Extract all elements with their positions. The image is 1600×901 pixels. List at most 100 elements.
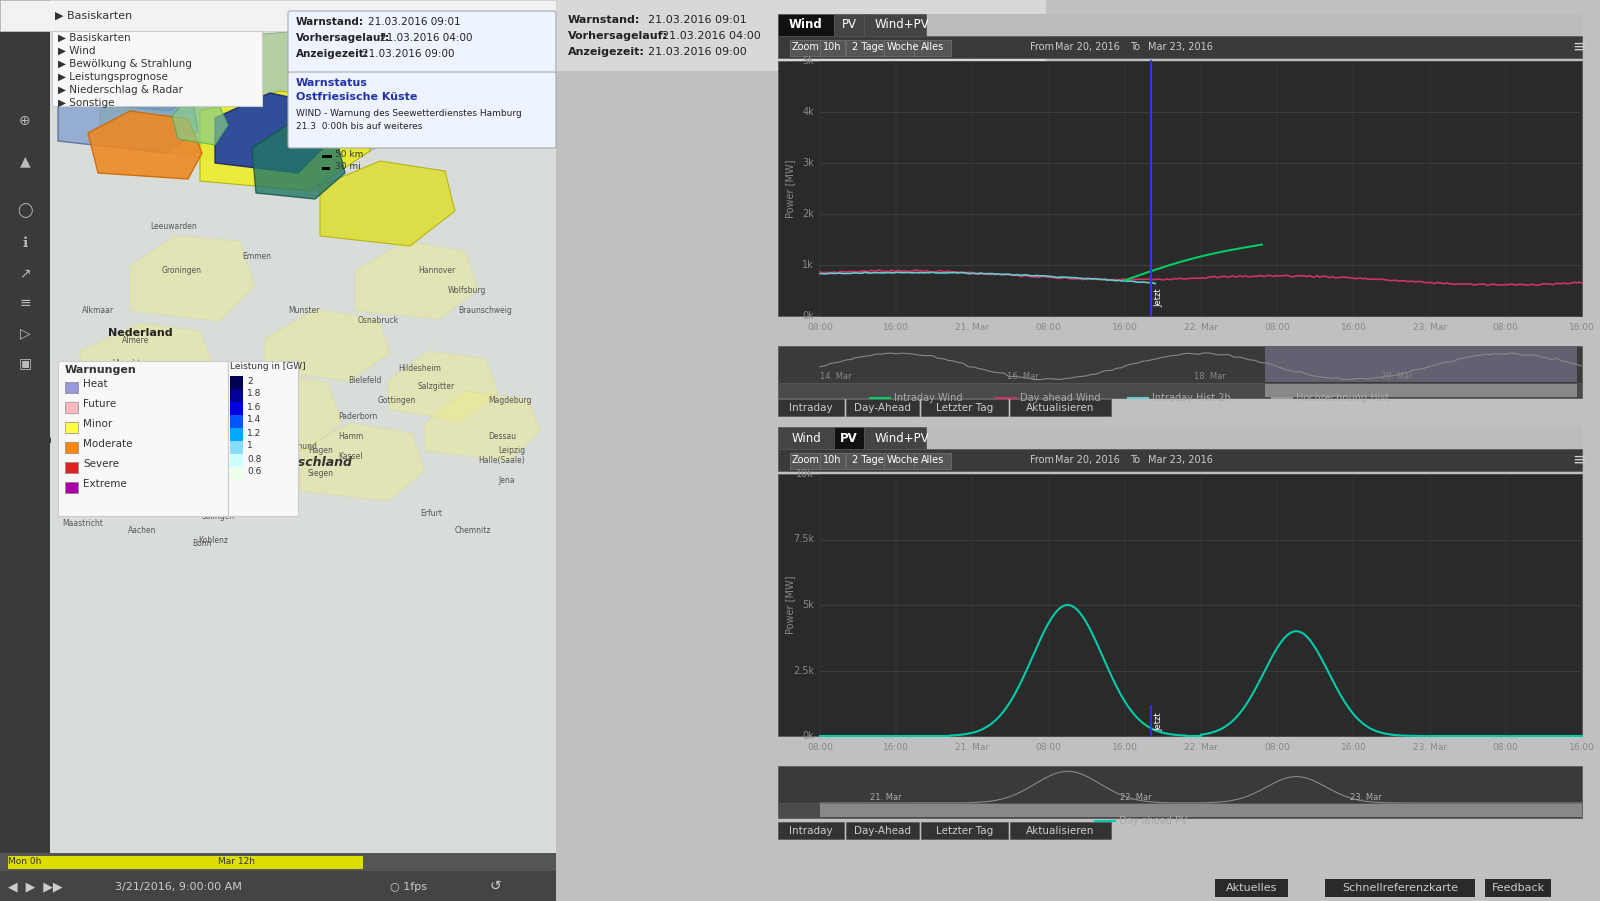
Text: Day-Ahead: Day-Ahead — [854, 403, 910, 413]
Text: 5k: 5k — [802, 56, 814, 66]
Text: Erfurt: Erfurt — [419, 509, 442, 518]
Text: Hannover: Hannover — [418, 266, 456, 275]
Text: Intraday: Intraday — [789, 826, 834, 836]
Text: 21.3  0:00h bis auf weiteres: 21.3 0:00h bis auf weiteres — [296, 122, 422, 131]
Text: 21.03.2016 09:01: 21.03.2016 09:01 — [648, 15, 747, 25]
Bar — [790, 453, 821, 469]
Text: Kassel: Kassel — [338, 452, 363, 461]
Text: ◀  ▶  ▶▶: ◀ ▶ ▶▶ — [8, 880, 62, 893]
Text: Tilburg: Tilburg — [98, 446, 125, 455]
Text: 1.8: 1.8 — [246, 389, 261, 398]
Bar — [230, 454, 243, 467]
Bar — [778, 427, 834, 449]
Bar — [922, 399, 1008, 416]
Text: Power [MW]: Power [MW] — [786, 159, 795, 218]
Bar — [846, 453, 890, 469]
Bar — [230, 402, 243, 415]
Text: 2k: 2k — [802, 209, 814, 219]
Text: ⊕: ⊕ — [19, 114, 30, 128]
Text: Zoom: Zoom — [792, 42, 819, 52]
Text: Mar 12h: Mar 12h — [218, 857, 254, 866]
Bar — [0, 0, 557, 853]
Text: Aktuelles: Aktuelles — [1226, 883, 1277, 893]
Bar — [778, 399, 845, 416]
Bar — [0, 0, 557, 853]
Text: Bielefeld: Bielefeld — [349, 376, 381, 385]
Text: 14. Mar: 14. Mar — [819, 372, 851, 381]
Bar — [778, 36, 1582, 58]
Text: 2 Tage: 2 Tage — [851, 455, 883, 465]
Text: Alkmaar: Alkmaar — [82, 306, 114, 315]
Bar — [778, 766, 1582, 803]
Text: Ostfriesische Küste: Ostfriesische Küste — [296, 92, 418, 102]
Text: ▶ Wind: ▶ Wind — [58, 46, 96, 56]
Text: Groningen: Groningen — [162, 266, 202, 275]
Text: 08:00: 08:00 — [1264, 743, 1290, 752]
Text: Dortmund: Dortmund — [278, 442, 317, 451]
Text: 16:00: 16:00 — [1341, 323, 1366, 332]
Text: 23. Mar: 23. Mar — [1413, 743, 1446, 752]
Text: PV: PV — [842, 19, 856, 32]
Text: Day ahead Wind: Day ahead Wind — [1021, 393, 1101, 403]
Text: Leipzig: Leipzig — [498, 446, 525, 455]
Text: Alles: Alles — [922, 42, 944, 52]
Text: ≡: ≡ — [1571, 451, 1586, 469]
Polygon shape — [301, 423, 426, 501]
Text: Moncheng.: Moncheng. — [82, 499, 123, 508]
Bar — [778, 14, 1582, 36]
Polygon shape — [80, 323, 214, 403]
Text: Maastricht: Maastricht — [62, 519, 102, 528]
Text: 21.03.2016 09:00: 21.03.2016 09:00 — [362, 49, 454, 59]
Text: Wind+PV: Wind+PV — [875, 19, 930, 32]
Text: ▶ Sonstige: ▶ Sonstige — [58, 98, 115, 108]
Text: Future: Future — [83, 399, 117, 409]
Text: Leeuwarden: Leeuwarden — [150, 222, 197, 231]
Text: 16:00: 16:00 — [1570, 323, 1595, 332]
Text: ▲: ▲ — [19, 154, 30, 168]
Text: Vorhersagelauf:: Vorhersagelauf: — [296, 33, 390, 43]
Bar — [66, 382, 78, 393]
Text: ○ 1fps: ○ 1fps — [390, 882, 427, 892]
Text: Woche: Woche — [886, 455, 918, 465]
Polygon shape — [214, 93, 328, 173]
Text: Hagen: Hagen — [307, 446, 333, 455]
Text: Wind: Wind — [790, 432, 821, 444]
Bar — [883, 40, 922, 56]
Text: PV: PV — [840, 432, 858, 444]
Text: 16:00: 16:00 — [1112, 323, 1138, 332]
Text: Mar 20, 2016: Mar 20, 2016 — [1054, 455, 1120, 465]
Text: Hildesheim: Hildesheim — [398, 364, 442, 373]
Text: 30 mi: 30 mi — [334, 162, 360, 171]
FancyBboxPatch shape — [288, 11, 557, 73]
Bar — [778, 346, 1582, 383]
Text: Day ahead PV: Day ahead PV — [1118, 816, 1187, 826]
Bar — [229, 361, 298, 516]
Text: 1k: 1k — [802, 260, 814, 270]
Text: 10h: 10h — [822, 455, 842, 465]
Polygon shape — [99, 31, 419, 171]
Bar — [778, 383, 1582, 398]
Bar — [922, 822, 1008, 839]
Text: 08:00: 08:00 — [1035, 323, 1061, 332]
Text: Nijm zen: Nijm zen — [98, 404, 131, 413]
Text: 08:00: 08:00 — [1493, 743, 1518, 752]
Text: Jetzt: Jetzt — [1155, 713, 1163, 731]
Text: Utrecht: Utrecht — [112, 359, 141, 368]
Text: Intraday: Intraday — [789, 403, 834, 413]
Bar — [778, 449, 1582, 471]
Text: 23. Mar: 23. Mar — [1350, 793, 1382, 802]
Bar — [66, 442, 78, 453]
Bar — [1010, 822, 1110, 839]
Bar — [322, 167, 330, 170]
Bar — [51, 31, 262, 106]
Text: 21.03.2016 04:00: 21.03.2016 04:00 — [381, 33, 472, 43]
Text: 50 km: 50 km — [334, 150, 363, 159]
Text: Bonn: Bonn — [192, 539, 211, 548]
Bar — [66, 402, 78, 413]
Bar — [778, 14, 834, 36]
Bar — [230, 428, 243, 441]
Bar — [846, 822, 918, 839]
Bar — [8, 856, 363, 869]
Polygon shape — [88, 111, 202, 179]
Text: 08:00: 08:00 — [1035, 743, 1061, 752]
